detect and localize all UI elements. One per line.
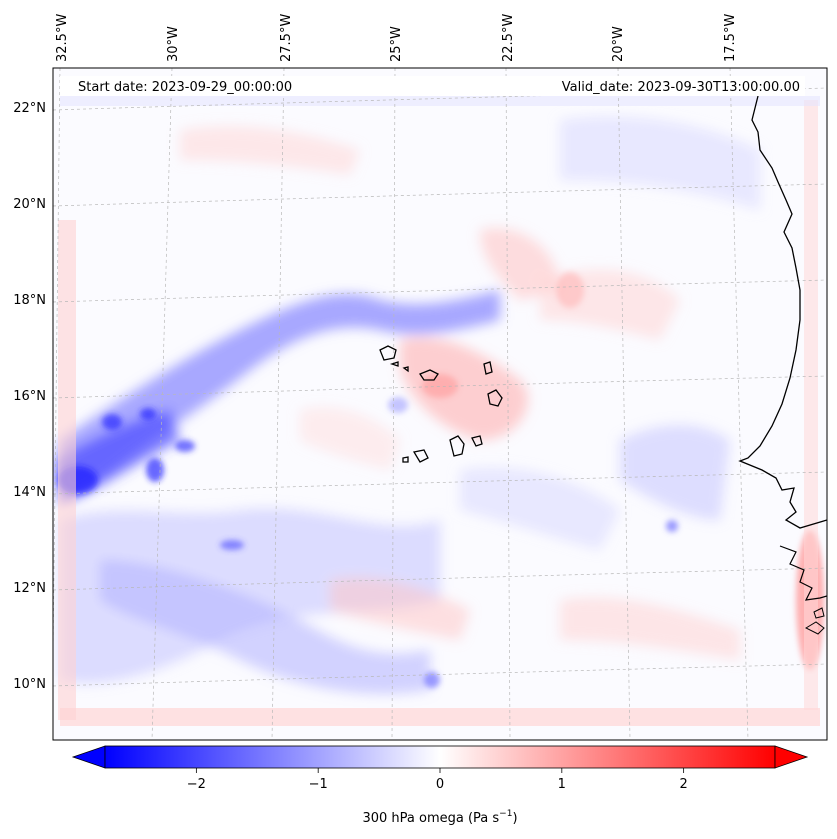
lat-label: 18°N <box>13 293 46 308</box>
lat-label: 20°N <box>13 197 46 212</box>
valid-date-label: Valid_date: 2023-09-30T13:00:00.00 <box>562 80 800 95</box>
map-frame <box>52 67 828 741</box>
boundary-band-west <box>58 220 76 720</box>
lon-label: 25°W <box>389 26 404 62</box>
boundary-band-north <box>60 96 820 106</box>
lat-label: 12°N <box>13 581 46 596</box>
coastline-west-africa <box>738 95 827 529</box>
colorbar-gradient <box>104 745 776 769</box>
date-banner <box>60 76 805 96</box>
lat-label: 16°N <box>13 389 46 404</box>
lon-label: 22.5°W <box>501 14 516 62</box>
colorbar-extend-max <box>774 745 809 769</box>
colorbar-tick-label: 2 <box>679 777 687 792</box>
lat-label: 22°N <box>13 101 46 116</box>
lon-label: 27.5°W <box>279 14 294 62</box>
longitude-labels: 32.5°W 30°W 27.5°W 25°W 22.5°W 20°W 17.5… <box>55 14 738 62</box>
colorbar-tick-label: −2 <box>187 777 206 792</box>
lon-label: 17.5°W <box>723 14 738 62</box>
colorbar-label: 300 hPa omega (Pa s−1) <box>362 809 517 826</box>
lat-label: 14°N <box>13 485 46 500</box>
colorbar-tick-label: −1 <box>309 777 328 792</box>
lon-label: 20°W <box>611 26 626 62</box>
lon-label: 30°W <box>166 26 181 62</box>
cape-verde-islands <box>379 345 503 463</box>
coastline-guinea-bissau <box>779 545 827 601</box>
bijagos-islands <box>804 607 825 635</box>
colorbar-tick-label: 0 <box>436 777 444 792</box>
start-date-label: Start date: 2023-09-29_00:00:00 <box>78 80 292 95</box>
lat-label: 10°N <box>13 677 46 692</box>
colorbar-label-exponent: −1 <box>499 809 512 819</box>
graticule <box>53 68 827 740</box>
boundary-band-east <box>804 100 818 710</box>
latitude-labels: 22°N 20°N 18°N 16°N 14°N 12°N 10°N <box>13 101 46 692</box>
colorbar: −2 −1 0 1 2 300 hPa omega (Pa s−1) <box>71 745 809 826</box>
colorbar-label-main: 300 hPa omega (Pa s <box>362 811 499 826</box>
colorbar-extend-min <box>71 745 106 769</box>
colorbar-tick-label: 1 <box>558 777 566 792</box>
boundary-band-south <box>60 708 820 726</box>
colorbar-label-close: ) <box>512 811 517 826</box>
lon-label: 32.5°W <box>55 14 70 62</box>
map-panel <box>53 68 827 740</box>
